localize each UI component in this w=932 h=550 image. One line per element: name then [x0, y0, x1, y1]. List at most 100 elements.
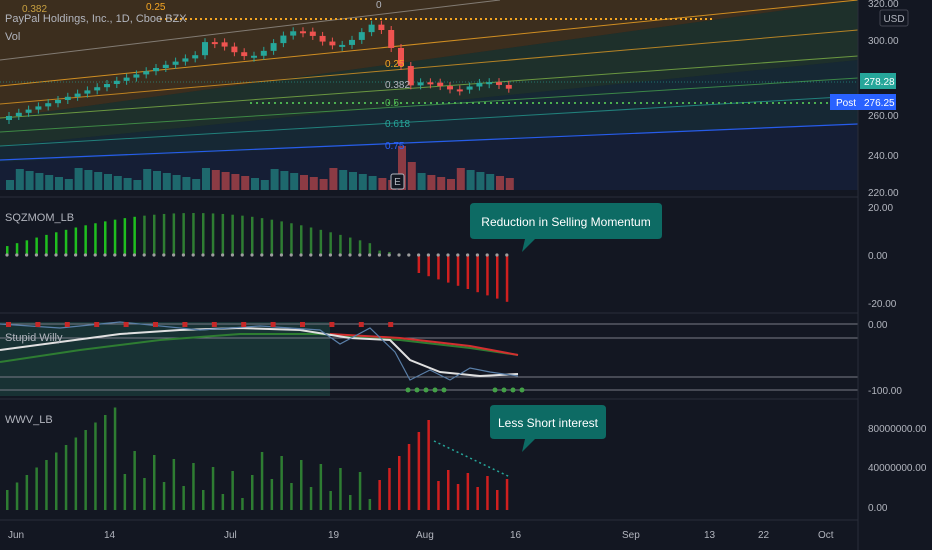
volume-bar [300, 175, 308, 190]
volume-bar [378, 178, 387, 190]
sqzmom-bar [6, 246, 9, 255]
candle-body [133, 74, 140, 78]
wwv-bar [6, 490, 9, 510]
volume-bar [486, 174, 495, 190]
sqzmom-bar [368, 243, 372, 255]
sqzmom-bar [104, 221, 107, 255]
wwv-bar [55, 452, 58, 510]
sqzmom-pane[interactable]: SQZMOM_LB Reduction in Selling Momentum [0, 196, 858, 302]
wwv-pane[interactable]: WWV_LB Less Short interest [0, 398, 858, 510]
currency-badge[interactable] [879, 9, 909, 27]
time-label: 19 [328, 530, 340, 541]
sqzmom-bar [476, 255, 479, 293]
sqzmom-dots [5, 253, 509, 257]
sqzmom-bar [231, 214, 234, 255]
wwv-bar [64, 445, 68, 510]
price-axis[interactable]: USD 320.00 300.00 260.00 240.00 220.00 2… [830, 0, 932, 550]
sqzmom-dot [5, 253, 9, 257]
willy-marker [358, 322, 364, 327]
wwv-bar [113, 407, 117, 510]
fib-label: 0.618 [385, 119, 410, 130]
wwv-bar [290, 483, 293, 510]
wwv-tick: 40000000.00 [868, 463, 927, 474]
willy-marker [6, 322, 11, 327]
sqzmom-bar [123, 218, 127, 255]
sqzmom-dot [211, 253, 215, 257]
wwv-bar [496, 490, 499, 510]
wwv-bar [94, 422, 97, 510]
volume-bar [476, 172, 485, 190]
sqzmom-dot [34, 253, 39, 257]
price-tick: 220.00 [868, 188, 899, 199]
volume-bar [104, 174, 112, 190]
sqzmom-bar [221, 213, 225, 255]
wwv-bar [339, 468, 342, 510]
candle-body [123, 77, 130, 81]
sqzmom-dot [240, 253, 244, 257]
willy-marker [329, 322, 335, 327]
willy-marker [300, 322, 305, 327]
selling-momentum-callout[interactable] [470, 203, 662, 252]
sqzmom-bar [290, 223, 293, 255]
candle-body [300, 31, 306, 34]
fib-label: 0.382 [385, 80, 410, 91]
sqzmom-dot [338, 253, 342, 257]
candle-body [94, 87, 101, 91]
sqzmom-dot [456, 253, 460, 257]
sqzmom-dot [368, 253, 372, 257]
wwv-title: WWV_LB [5, 414, 53, 426]
candle-body [447, 86, 453, 90]
sqzmom-bar [182, 213, 185, 255]
sqzmom-histogram [6, 213, 509, 302]
volume-bar [113, 176, 122, 190]
candle-body [74, 93, 81, 97]
willy-marker [270, 322, 276, 327]
sqzmom-bar [447, 255, 450, 283]
post-badge [830, 94, 860, 110]
candle-body [437, 82, 444, 87]
candle-body [221, 42, 228, 47]
fib-zone-orange [0, 0, 858, 118]
sqzmom-dot [83, 253, 87, 257]
sqzmom-dot [466, 253, 470, 257]
sqzmom-bar [202, 213, 205, 255]
sqzmom-dot [123, 253, 127, 257]
time-label: 14 [104, 530, 116, 541]
wwv-bar [368, 499, 372, 510]
wwv-bar [133, 451, 136, 510]
candle-body [84, 90, 91, 94]
sqzmom-bar [143, 215, 146, 255]
wwv-bar [300, 460, 303, 510]
wwv-bar [349, 495, 352, 510]
time-label: Oct [818, 530, 834, 541]
sqzmom-tick: 20.00 [868, 203, 893, 214]
sqzmom-dot [309, 253, 313, 257]
symbol-title: PayPal Holdings, Inc., 1D, Cboe BZX [5, 13, 187, 25]
willy-oversold-dot [441, 387, 447, 393]
wwv-bar [260, 452, 264, 510]
sqzmom-dot [446, 253, 450, 257]
post-label: Post [836, 98, 856, 109]
short-interest-callout[interactable] [490, 405, 606, 452]
wwv-bar [182, 486, 185, 510]
willy-pane[interactable]: Stupid Willy [0, 312, 858, 396]
sqzmom-title: SQZMOM_LB [5, 212, 74, 224]
time-axis[interactable]: Jun 14 Jul 19 Aug 16 Sep 13 22 Oct [0, 519, 858, 541]
time-label: 16 [510, 530, 522, 541]
willy-oversold-dot [492, 387, 498, 393]
candle-body [104, 84, 110, 88]
volume-bar [15, 169, 24, 190]
volume-bar [211, 170, 220, 190]
fib-line [0, 29, 859, 105]
sqzmom-bar [358, 240, 362, 255]
sqzmom-dot [407, 253, 411, 257]
wwv-bar [231, 471, 234, 510]
wwv-trend-line [433, 440, 511, 478]
price-pane[interactable]: E PayPal Holdings, Inc., 1D, Cboe BZX Vo… [0, 0, 859, 190]
willy-marker [35, 322, 41, 327]
candle-body [319, 35, 326, 42]
earnings-marker[interactable] [390, 173, 405, 190]
volume-bar [94, 172, 103, 190]
sqzmom-bar [153, 214, 156, 255]
